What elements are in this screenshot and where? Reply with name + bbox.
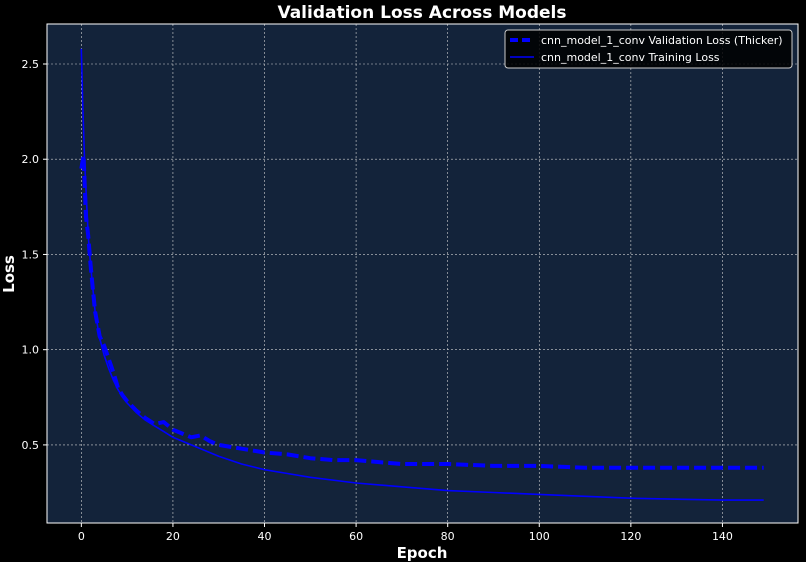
legend-label-validation: cnn_model_1_conv Validation Loss (Thicke… bbox=[541, 34, 783, 47]
y-axis-label: Loss bbox=[0, 255, 18, 293]
plot-frame bbox=[46, 23, 799, 524]
y-tick-label: 2.0 bbox=[22, 153, 40, 166]
series-layer bbox=[79, 48, 764, 501]
legend-box bbox=[504, 29, 793, 69]
x-axis-label: Epoch bbox=[397, 544, 448, 562]
x-tick-label: 140 bbox=[712, 530, 733, 543]
x-tick-label: 80 bbox=[441, 530, 455, 543]
y-tick-label: 1.5 bbox=[22, 248, 40, 261]
y-tick-label: 0.5 bbox=[22, 439, 40, 452]
legend-label-training: cnn_model_1_conv Training Loss bbox=[541, 51, 720, 64]
ticks: 0 20 40 60 80 100 120 140 0.5 1.0 1.5 2.0 2.5 bbox=[22, 58, 733, 543]
x-tick-label: 60 bbox=[349, 530, 363, 543]
plot-area bbox=[47, 24, 798, 523]
x-tick-label: 100 bbox=[529, 530, 550, 543]
x-tick-label: 20 bbox=[166, 530, 180, 543]
x-tick-label: 0 bbox=[78, 530, 85, 543]
x-tick-label: 40 bbox=[258, 530, 272, 543]
x-tick-label: 120 bbox=[620, 530, 641, 543]
y-tick-label: 1.0 bbox=[22, 344, 40, 357]
chart-title: Validation Loss Across Models bbox=[277, 3, 566, 23]
y-tick-label: 2.5 bbox=[22, 58, 40, 71]
legend: cnn_model_1_conv Validation Loss (Thicke… bbox=[504, 29, 793, 69]
